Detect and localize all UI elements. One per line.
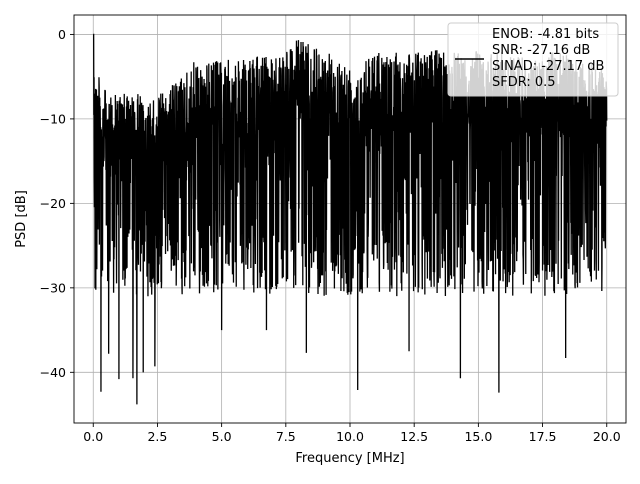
x-tick-label: 7.5 [276, 429, 296, 444]
x-tick-label: 12.5 [400, 429, 428, 444]
x-tick-label: 5.0 [212, 429, 232, 444]
psd-trace-line [93, 33, 608, 405]
x-tick-label: 15.0 [464, 429, 492, 444]
psd-trace-series [93, 33, 608, 405]
legend: ENOB: -4.81 bits SNR: -27.16 dB SINAD: -… [447, 22, 619, 97]
y-tick-label: −20 [40, 196, 66, 211]
x-tick-label: 10.0 [336, 429, 364, 444]
axis-ticks: 0.0 2.5 5.0 7.5 10.0 12.5 15.0 17.5 20.0 0 −10 −20 −… [40, 27, 621, 444]
x-tick-label: 17.5 [529, 429, 557, 444]
legend-box [447, 22, 619, 97]
legend-sinad: SINAD: -27.17 dB [492, 59, 604, 74]
x-tick-label: 0.0 [83, 429, 103, 444]
legend-sfdr: SFDR: 0.5 [492, 75, 556, 90]
x-tick-label: 20.0 [593, 429, 621, 444]
y-axis-label: PSD [dB] [14, 190, 29, 248]
y-tick-label: −10 [40, 111, 66, 126]
legend-enob: ENOB: -4.81 bits [492, 27, 599, 42]
y-tick-label: −40 [40, 365, 66, 380]
legend-snr: SNR: -27.16 dB [492, 43, 590, 58]
x-tick-label: 2.5 [147, 429, 167, 444]
x-axis-label: Frequency [MHz] [295, 451, 404, 466]
y-tick-label: −30 [40, 280, 66, 295]
y-tick-label: 0 [58, 27, 66, 42]
